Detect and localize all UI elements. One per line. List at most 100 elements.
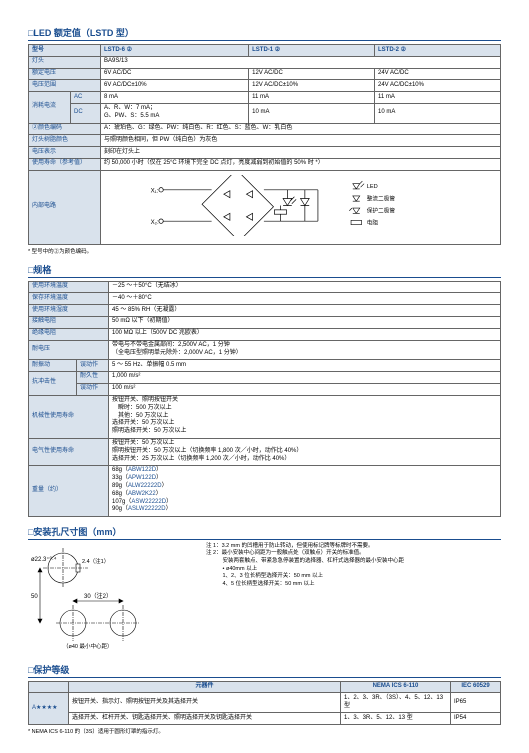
spec-mlife-label: 机械性使用寿命 — [29, 395, 109, 438]
section-led-title: □LED 额定值（LSTD 型） — [28, 26, 501, 41]
prow1-val: 按钮开关、指示灯、照明按钮开关及其选择开关 — [69, 693, 341, 713]
rated-v-1: 6V AC/DC — [101, 68, 249, 80]
prow2-nema: 1、3、3R、5、12、13 型 — [341, 713, 451, 725]
spec-vib-val: 5 ～ 55 Hz、单振幅 0.5 mm — [109, 360, 501, 372]
col-model: 型号 — [29, 45, 101, 57]
section-dim-title: □安装孔尺寸图（mm） — [28, 525, 501, 540]
vrange-3: 24V AC/DC±10% — [374, 80, 500, 92]
current-ac-sub: AC — [71, 92, 101, 104]
prow2-iec: IP54 — [451, 713, 501, 725]
weight-link-4[interactable]: ABW2K22 — [128, 491, 156, 497]
weight-link-2[interactable]: APW122D — [128, 475, 156, 481]
protect-footnote: * NEMA ICS 6-110 的（3S）适用于圆形灯罩的指示灯。 — [28, 727, 501, 735]
row-life-val: 约 50,000 小时（仅在 25°C 环境下完全 DC 点灯，亮度减弱到初始值… — [101, 158, 501, 170]
dim-vert: 50 — [31, 594, 38, 600]
spec-weight-label: 重量（约） — [29, 465, 109, 516]
spec-cr-val: 50 mΩ 以下（初期值） — [109, 316, 501, 328]
dim-notes: 注 1：3.2 mm 的凹槽用于防止转动，但使用标记牌等标牌时不需要。 注 2：… — [206, 543, 501, 655]
weight-link-5[interactable]: ASW22222D — [131, 499, 166, 505]
spec-weight-val: 68g（ABW122D） 33g（APW122D） 89g（ALW22222D）… — [109, 465, 501, 516]
col-lstd2: LSTD-2 ② — [374, 45, 500, 57]
pcol1: 元器件 — [69, 681, 341, 693]
current-ac1: 8 mA — [101, 92, 249, 104]
prow-label: A★★★★ — [29, 693, 69, 724]
vrange-2: 12V AC/DC±10% — [249, 80, 375, 92]
row-color-label: ②颜色编码 — [29, 123, 101, 135]
spec-vib-label: 耐振动 — [29, 360, 77, 372]
row-lamp-head-val: BA9S/13 — [101, 56, 501, 68]
weight-link-1[interactable]: ABW122D — [128, 467, 156, 473]
spec-vib-sub: 误动作 — [77, 360, 109, 372]
spec-sttemp-label: 保存环境温度 — [29, 293, 109, 305]
current-dc1: A、R、W：7 mA； G、PW、S：5.5 mA — [101, 103, 249, 123]
spec-ir-label: 绝缘电阻 — [29, 328, 109, 340]
row-display-label: 电压表示 — [29, 147, 101, 159]
spec-diel-val: 带电与不带电金属部间：2,500V AC，1 分钟 （全电压型照明单元除外：2,… — [109, 340, 501, 360]
prow2-val: 选择开关、杠杆开关、钥匙选择开关、照明选择开关及钥匙选择开关 — [69, 713, 341, 725]
spec-shock-val1: 1,000 m/s² — [109, 371, 501, 383]
led-table: 型号 LSTD-6 ② LSTD-1 ② LSTD-2 ② 灯头 BA9S/13… — [28, 44, 501, 245]
spec-elife-label: 电气性使用寿命 — [29, 438, 109, 465]
protect-table: 元器件 NEMA ICS 6-110 IEC 60529 A★★★★ 按钮开关、… — [28, 681, 501, 725]
circuit-x1: X₁: — [151, 187, 159, 194]
circuit-svg: X₁: X₂: — [105, 175, 496, 236]
dim-drawing: ø22.3⁺⁰·⁴ 2.4（注1） 30（注2） 50 （ø40 最小中心距） — [28, 543, 198, 655]
current-dc-sub: DC — [71, 103, 101, 123]
current-ac3: 11 mA — [374, 92, 500, 104]
current-dc2: 10 mA — [249, 103, 375, 123]
spec-optemp-label: 使用环境温度 — [29, 281, 109, 293]
row-lens-label: 灯头树脂颜色 — [29, 135, 101, 147]
col-lstd1: LSTD-1 ② — [249, 45, 375, 57]
prow1-nema: 1、2、3、3R、（3S）、4、5、12、13 型 — [341, 693, 451, 713]
current-ac2: 11 mA — [249, 92, 375, 104]
spec-hum-val: 45 ～ 85% RH（无凝露） — [109, 305, 501, 317]
spec-elife-val: 按钮开关：50 万次以上 照明按钮开关：50 万次以上（切换频率 1,800 次… — [109, 438, 501, 465]
row-life-label: 使用寿命（参考值） — [29, 158, 101, 170]
row-current-label: 消耗电流 — [29, 92, 71, 123]
dim-min: （ø40 最小中心距） — [63, 642, 113, 650]
spec-shock-sub2: 误动作 — [77, 383, 109, 395]
vrange-1: 6V AC/DC±10% — [101, 80, 249, 92]
circuit-x2: X₂: — [151, 219, 159, 226]
dim-note2: 注 2：最小安装中心间距为一般触点处（双触点）开关的标准值。 安装两套触点、带紧… — [206, 550, 501, 588]
pcol2: NEMA ICS 6-110 — [341, 681, 451, 693]
prow1-iec: IP65 — [451, 693, 501, 713]
spec-shock-val2: 100 m/s² — [109, 383, 501, 395]
weight-link-6[interactable]: ASLW22222D — [128, 506, 166, 512]
dim-pitch: 30（注2） — [84, 592, 112, 600]
spec-diel-label: 耐电压 — [29, 340, 109, 360]
legend-led: LED — [367, 184, 378, 190]
pcol0 — [29, 681, 69, 693]
section-spec-title: □规格 — [28, 263, 501, 278]
dim-ang: 2.4（注1） — [82, 557, 109, 565]
spec-sttemp-val: －40 ～＋80°C — [109, 293, 501, 305]
row-rated-v-label: 额定电压 — [29, 68, 101, 80]
row-lens-val: 与照明颜色相同，但 PW（纯白色）为灰色 — [101, 135, 501, 147]
spec-shock-label: 抗冲击性 — [29, 371, 77, 395]
spec-optemp-val: －25 ～＋50°C（无结冰） — [109, 281, 501, 293]
row-circuit-label: 内部电路 — [29, 170, 101, 244]
row-color-val: A：琥珀色、G：绿色、PW：纯白色、R：红色、S：蓝色、W：乳白色 — [101, 123, 501, 135]
spec-ir-val: 100 MΩ 以上（500V DC 兆欧表） — [109, 328, 501, 340]
weight-link-3[interactable]: ALW22222D — [128, 483, 162, 489]
dim-hole: ø22.3⁺⁰·⁴ — [31, 556, 57, 563]
row-display-val: 刻印在灯头上 — [101, 147, 501, 159]
col-lstd6: LSTD-6 ② — [101, 45, 249, 57]
spec-hum-label: 使用环境湿度 — [29, 305, 109, 317]
rated-v-2: 12V AC/DC — [249, 68, 375, 80]
rated-v-3: 24V AC/DC — [374, 68, 500, 80]
row-lamp-head-label: 灯头 — [29, 56, 101, 68]
pcol3: IEC 60529 — [451, 681, 501, 693]
section-protect-title: □保护等级 — [28, 663, 501, 678]
legend-res: 电阻 — [367, 218, 379, 226]
spec-table: 使用环境温度－25 ～＋50°C（无结冰） 保存环境温度－40 ～＋80°C 使… — [28, 281, 501, 517]
current-dc3: 10 mA — [374, 103, 500, 123]
legend-diode: 整流二极管 — [367, 194, 396, 202]
spec-mlife-val: 按钮开关、照明按钮开关 瞬时：500 万次以上 其他：50 万次以上 选择开关：… — [109, 395, 501, 438]
led-footnote: * 型号中的②为颜色编码。 — [28, 247, 501, 255]
spec-shock-sub1: 耐久性 — [77, 371, 109, 383]
circuit-diagram: X₁: X₂: — [101, 170, 501, 244]
spec-cr-label: 接触电阻 — [29, 316, 109, 328]
row-vrange-label: 电压范围 — [29, 80, 101, 92]
legend-pdiode: 保护二极管 — [367, 206, 396, 214]
